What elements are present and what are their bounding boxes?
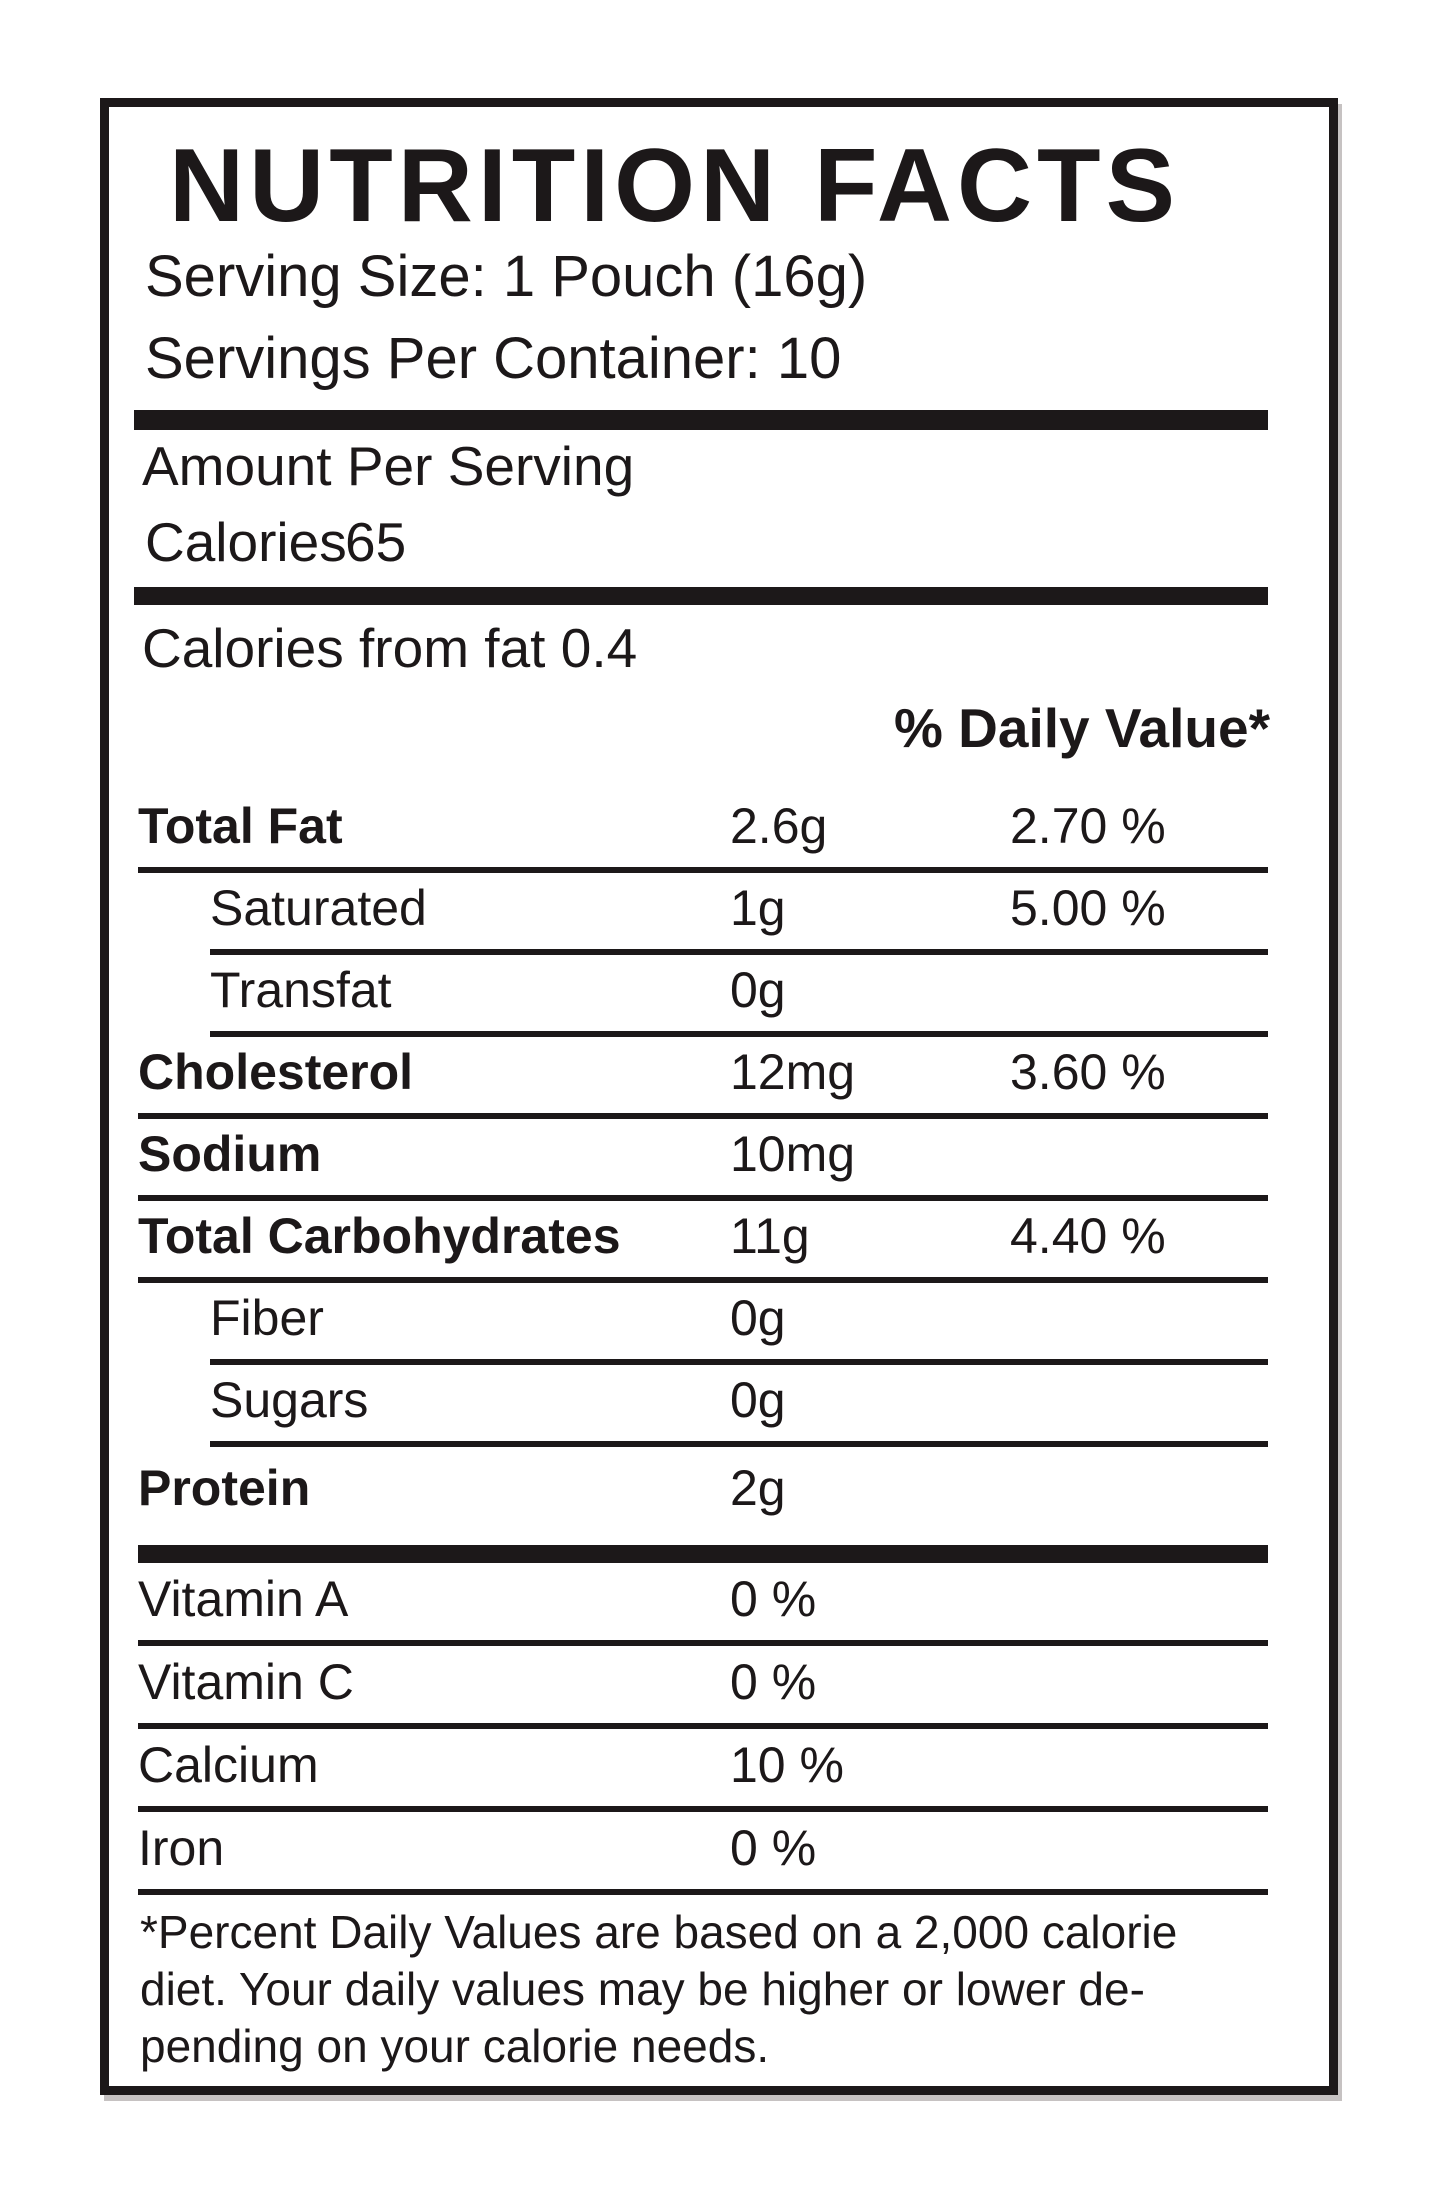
thick-divider-bottom	[138, 1545, 1268, 1563]
nutrient-row-sodium: Sodium 10mg	[138, 1119, 1268, 1201]
nutrition-facts-panel: NUTRITION FACTS Serving Size: 1 Pouch (1…	[100, 98, 1338, 2095]
calories-value: 65	[345, 511, 407, 573]
panel-title: NUTRITION FACTS	[169, 128, 1180, 244]
nutrient-label: Transfat	[210, 962, 392, 1018]
servings-per-container-line: Servings Per Container: 10	[145, 326, 842, 391]
footnote: *Percent Daily Values are based on a 2,0…	[140, 1904, 1280, 2075]
vitamin-amount: 0 %	[730, 1654, 817, 1710]
vitamin-label: Calcium	[138, 1737, 319, 1793]
vitamin-row-iron: Iron 0 %	[138, 1812, 1268, 1895]
vitamin-amount: 10 %	[730, 1737, 844, 1793]
nutrient-amount: 0g	[730, 1372, 786, 1428]
nutrient-label: Sodium	[138, 1126, 322, 1182]
footnote-line-3: pending on your calorie needs.	[140, 2020, 770, 2072]
nutrient-label: Total Fat	[138, 798, 343, 854]
nutrient-amount: 0g	[730, 962, 786, 1018]
nutrient-amount: 1g	[730, 880, 786, 936]
nutrient-daily-value: 2.70 %	[1010, 798, 1166, 854]
nutrient-row-fiber: Fiber 0g	[210, 1283, 1268, 1365]
nutrient-row-total-carbohydrates: Total Carbohydrates 11g 4.40 %	[138, 1201, 1268, 1283]
footnote-line-1: *Percent Daily Values are based on a 2,0…	[140, 1906, 1178, 1958]
vitamin-row-calcium: Calcium 10 %	[138, 1729, 1268, 1812]
nutrient-row-protein: Protein 2g	[138, 1447, 1268, 1529]
nutrient-daily-value: 4.40 %	[1010, 1208, 1166, 1264]
footnote-line-2: diet. Your daily values may be higher or…	[140, 1963, 1145, 2015]
thick-divider-mid	[134, 587, 1268, 605]
amount-per-serving-label: Amount Per Serving	[142, 435, 635, 497]
nutrient-amount: 2g	[730, 1460, 786, 1516]
vitamin-row-vitamin-c: Vitamin C 0 %	[138, 1646, 1268, 1729]
vitamin-label: Iron	[138, 1820, 225, 1876]
nutrient-amount: 2.6g	[730, 798, 828, 854]
nutrient-label: Saturated	[210, 880, 427, 936]
nutrient-amount: 10mg	[730, 1126, 856, 1182]
vitamin-label: Vitamin C	[138, 1654, 354, 1710]
nutrient-row-transfat: Transfat 0g	[210, 955, 1268, 1037]
calories-from-fat-line: Calories from fat 0.4	[142, 617, 638, 679]
nutrient-table: Total Fat 2.6g 2.70 % Saturated 1g 5.00 …	[138, 791, 1268, 1895]
vitamin-label: Vitamin A	[138, 1571, 349, 1627]
nutrient-amount: 12mg	[730, 1044, 856, 1100]
nutrient-label: Cholesterol	[138, 1044, 414, 1100]
nutrient-daily-value: 3.60 %	[1010, 1044, 1166, 1100]
calories-label: Calories	[145, 511, 347, 573]
serving-size-line: Serving Size: 1 Pouch (16g)	[145, 244, 868, 309]
nutrient-daily-value: 5.00 %	[1010, 880, 1166, 936]
nutrient-label: Protein	[138, 1460, 311, 1516]
nutrient-label: Fiber	[210, 1290, 324, 1346]
daily-value-header: % Daily Value*	[893, 697, 1270, 759]
nutrient-label: Sugars	[210, 1372, 369, 1428]
vitamin-amount: 0 %	[730, 1571, 817, 1627]
nutrient-row-cholesterol: Cholesterol 12mg 3.60 %	[138, 1037, 1268, 1119]
nutrient-row-total-fat: Total Fat 2.6g 2.70 %	[138, 791, 1268, 873]
nutrient-amount: 0g	[730, 1290, 786, 1346]
nutrient-row-sugars: Sugars 0g	[210, 1365, 1268, 1447]
calories-row: Calories 65	[145, 509, 406, 575]
nutrient-row-saturated: Saturated 1g 5.00 %	[210, 873, 1268, 955]
nutrient-label: Total Carbohydrates	[138, 1208, 621, 1264]
vitamin-amount: 0 %	[730, 1820, 817, 1876]
thick-divider-top	[134, 410, 1268, 430]
vitamin-row-vitamin-a: Vitamin A 0 %	[138, 1563, 1268, 1646]
nutrient-amount: 11g	[730, 1208, 810, 1264]
